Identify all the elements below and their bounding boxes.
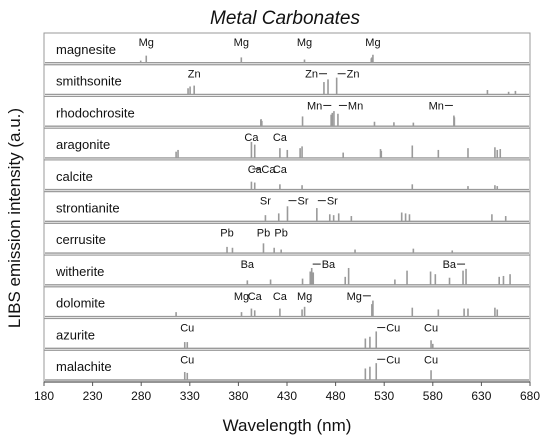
peak-label: Mg (297, 291, 312, 303)
peak-label: Cu (386, 354, 400, 366)
peak-label: Mg (297, 37, 312, 49)
x-axis-label: Wavelength (nm) (223, 416, 352, 435)
panel-rhodochrosite: rhodochrosite Mn Mn Mn (43, 95, 531, 129)
mineral-label: dolomite (56, 296, 105, 311)
peak-label: Ba (322, 259, 336, 271)
mineral-label: malachite (56, 359, 112, 374)
mineral-label: aragonite (56, 137, 110, 152)
mineral-label: azurite (56, 327, 95, 342)
peak-label: Pb (220, 227, 233, 239)
peak-label: Sr (260, 196, 271, 208)
mineral-label: cerrusite (56, 232, 106, 247)
spectra-panels: magnesite Mg Mg Mg Mg smithsonite Zn Zn Zn rhodoc… (43, 32, 531, 383)
mineral-label: strontianite (56, 201, 120, 216)
panel-frame (43, 32, 531, 66)
peak-label: Mg (347, 291, 362, 303)
x-tick-label: 680 (520, 389, 540, 403)
peak-label: Cu (386, 323, 400, 335)
panel-magnesite: magnesite Mg Mg Mg Mg (43, 32, 531, 66)
panel-frame (43, 318, 531, 351)
peak-label: Sr (327, 196, 338, 208)
x-tick-label: 380 (228, 389, 248, 403)
peak-label: Mg (139, 37, 154, 49)
panel-azurite: azurite Cu Cu Cu (43, 318, 531, 351)
peak-label: Mg (365, 37, 380, 49)
x-tick-label: 280 (131, 389, 151, 403)
x-tick-label: 580 (423, 389, 443, 403)
y-axis-label: LIBS emission intensity (a.u.) (5, 108, 24, 328)
peak-label: Zn (347, 69, 360, 81)
mineral-label: witherite (55, 264, 104, 279)
peak-label: Ca (244, 132, 259, 144)
panel-witherite: witherite Ba Ba Ba (43, 254, 531, 288)
peak-label: Ca (248, 291, 263, 303)
x-tick-label: 480 (326, 389, 346, 403)
panel-frame (43, 286, 531, 320)
peak-label: Cu (424, 354, 438, 366)
panel-frame (43, 254, 531, 288)
peak-label: Mn (348, 100, 363, 112)
mineral-label: smithsonite (56, 74, 122, 89)
panel-malachite: malachite Cu Cu Cu (43, 349, 531, 383)
peak-label: Sr (297, 196, 308, 208)
x-axis: 180 230 280 330 380 430 480 530 580 630 680 (34, 381, 540, 403)
panel-frame (43, 159, 531, 193)
peak-label: Pb (274, 227, 287, 239)
mineral-label: calcite (56, 169, 93, 184)
chart-title: Metal Carbonates (210, 8, 360, 29)
peak-label: Mg (234, 37, 249, 49)
peak-label: Ba (241, 259, 255, 271)
peak-label: Ca (261, 164, 276, 176)
x-tick-label: 630 (471, 389, 491, 403)
x-tick-label: 530 (374, 389, 394, 403)
x-tick-label: 230 (83, 389, 103, 403)
peak-label: Pb (257, 227, 270, 239)
mineral-label: magnesite (56, 42, 116, 57)
peak-label: Ca (273, 291, 288, 303)
panel-smithsonite: smithsonite Zn Zn Zn (43, 64, 531, 97)
x-tick-label: 430 (277, 389, 297, 403)
mineral-label: rhodochrosite (56, 105, 135, 120)
x-tick-label: 180 (34, 389, 54, 403)
panel-aragonite: aragonite Ca Ca (43, 127, 531, 161)
panel-strontianite: strontianite Sr Sr Sr (43, 191, 531, 224)
peak-label: Ba (443, 259, 457, 271)
peak-label: Cu (180, 354, 194, 366)
peak-label: Zn (188, 69, 201, 81)
peak-label: Zn (305, 69, 318, 81)
peak-label: Mg (234, 291, 249, 303)
x-tick-label: 330 (180, 389, 200, 403)
peak-label: Cu (424, 323, 438, 335)
peak-label: Mn (429, 100, 444, 112)
peak-label: Mn (307, 100, 322, 112)
panel-frame (43, 349, 531, 383)
peak-label: Ca (248, 164, 263, 176)
peak-label: Ca (273, 132, 288, 144)
peak-label: Cu (180, 323, 194, 335)
panel-cerrusite: cerrusite Pb Pb Pb (43, 222, 531, 256)
peak-label: Ca (273, 164, 288, 176)
